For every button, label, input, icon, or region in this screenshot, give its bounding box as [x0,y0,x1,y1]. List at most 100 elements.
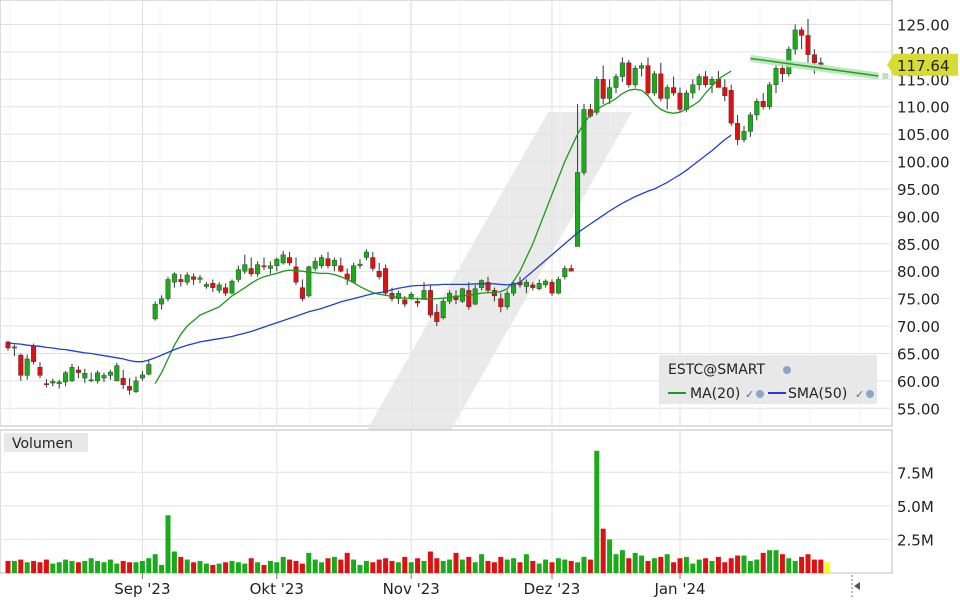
volume-bar [325,558,331,573]
volume-bar [5,560,11,573]
price-tag-shape [887,53,958,76]
legend-sma50-settings-icon[interactable] [866,390,874,398]
volume-bar [651,558,657,573]
candle-body [184,274,190,283]
candle-body [24,358,30,376]
candle-body [210,283,216,288]
candle-body [312,261,318,269]
volume-bar [792,560,798,573]
scroll-arrow-icon[interactable] [854,582,860,590]
candle-body [594,79,600,113]
candle-body [683,92,689,110]
volume-bar [421,560,427,573]
candle-body [331,260,337,266]
price-tick-label: 105.00 [897,126,950,144]
legend-ma20-check-icon[interactable]: ✓ [745,388,754,401]
candle-body [440,301,446,319]
candle-body [459,288,465,302]
price-tick-label: 90.00 [897,208,940,226]
candle-body [293,266,299,283]
volume-gridlines [0,430,892,573]
volume-bar [799,556,805,573]
volume-bar [146,558,152,573]
candle-body [37,366,43,376]
volume-bar [95,560,101,573]
candle-body [427,290,433,316]
candle-body [139,374,145,379]
volume-bar [56,562,62,573]
volume-bar [530,560,536,573]
volume-bar [728,558,734,573]
candle-body [280,254,286,264]
volume-bar [43,559,49,573]
candle-body [75,369,81,373]
candle-body [664,87,670,99]
candle-body [568,268,574,272]
symbol-label: ESTC@SMART [668,362,765,378]
candle-body [114,365,120,382]
candle-body [88,379,94,382]
watermark-slash [334,112,632,488]
volume-bar [658,556,664,573]
volume-bar [747,560,753,573]
volume-bar [709,560,715,573]
scroll-end-marker[interactable] [851,575,860,598]
volume-bar [805,554,811,573]
volume-bar [88,558,94,573]
volume-bar [562,559,568,573]
candle-body [120,377,126,385]
volume-bar [357,564,363,573]
candle-body [472,288,478,305]
candle-body [338,265,344,272]
time-tick-label: Sep '23 [114,580,170,598]
candle-body [671,87,677,94]
candle-body [523,281,529,287]
candle-body [805,35,811,55]
trendline-line[interactable] [750,57,879,77]
volume-bar [555,558,561,573]
volume-bar [389,560,395,573]
candle-body [299,287,305,299]
price-tick-label: 95.00 [897,181,940,199]
price-tick-label: 80.00 [897,263,940,281]
candle-body [203,284,209,287]
candle-body [261,265,267,268]
volume-tick-label: 7.5M [897,464,934,482]
candle-body [248,268,254,275]
volume-bar [511,558,517,573]
volume-bar [619,550,625,573]
time-tick-label: Okt '23 [250,580,304,598]
volume-bar [786,558,792,573]
volume-bar [824,562,830,573]
volume-bar [280,556,286,573]
volume-bar [299,563,305,573]
volume-bar [453,552,459,573]
volume-bar [613,554,619,573]
price-tick-label: 85.00 [897,236,940,254]
volume-bar [491,562,497,573]
volume-bar [440,560,446,573]
candle-body [421,290,427,299]
legend-sma50-check-icon[interactable]: ✓ [855,388,864,401]
trendline[interactable] [749,54,889,80]
candle-body [651,73,657,94]
volume-tick-label: 2.5M [897,531,934,549]
candle-body [56,381,62,384]
candle-body [728,90,734,124]
candle-body [357,263,363,266]
volume-bar [363,560,369,573]
volume-bar [274,562,280,573]
candle-body [178,279,184,282]
symbol-settings-icon[interactable] [783,366,791,374]
volume-bar [235,562,241,573]
candle-body [549,281,555,294]
legend-ma20-settings-icon[interactable] [756,390,764,398]
trendline-handle[interactable] [882,72,889,79]
candle-body [703,76,709,85]
volume-bar [683,556,689,573]
legend-sma50-label: SMA(50) [788,386,847,402]
candle-body [31,345,37,362]
watermark-logo [334,112,632,488]
volume-bar [779,554,785,573]
candle-body [197,277,203,280]
